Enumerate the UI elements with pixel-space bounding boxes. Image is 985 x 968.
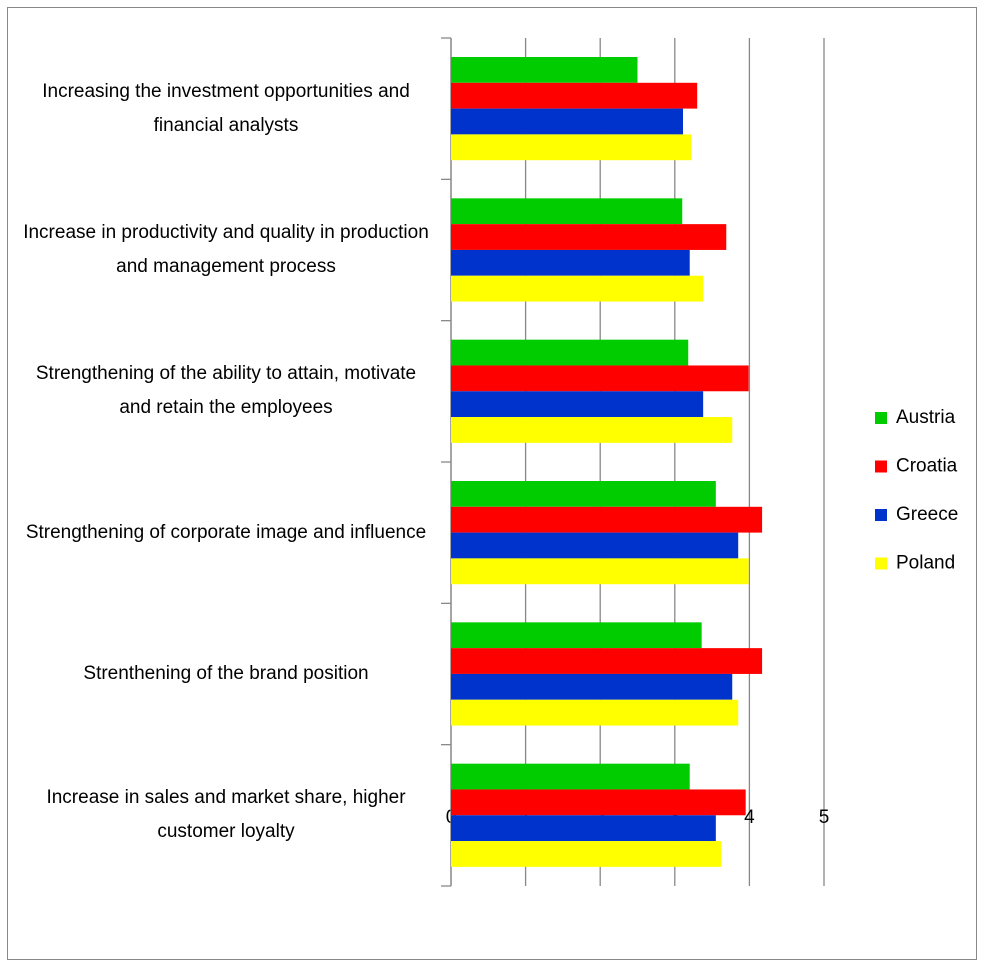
bar: [451, 506, 763, 533]
y-tick-label: Strengthening of corporate image and inf…: [25, 521, 427, 543]
y-tick-label: Strengthening of the ability to attain, …: [35, 363, 417, 419]
bar: [451, 558, 749, 585]
y-tick-label: Increase in productivity and quality in …: [23, 221, 429, 277]
legend-swatch: [875, 557, 887, 570]
bar: [451, 198, 683, 225]
bar: [451, 699, 739, 726]
bar: [451, 789, 746, 816]
bar: [451, 275, 704, 302]
legend-swatch: [875, 509, 887, 521]
bar: [451, 108, 684, 135]
legend-label: Croatia: [896, 456, 958, 477]
y-tick-label: Increase in sales and market share, high…: [46, 787, 406, 843]
bar: [451, 82, 698, 109]
bar: [451, 224, 727, 250]
legend-label: Poland: [896, 553, 955, 574]
legend-swatch: [875, 460, 887, 473]
bar: [451, 339, 689, 366]
bar: [451, 391, 704, 418]
y-tick-label: Increasing the investment opportunities …: [42, 80, 410, 136]
bar: [451, 648, 763, 674]
bar: [451, 481, 716, 507]
legend-label: Austria: [896, 407, 956, 428]
bar: [451, 134, 692, 161]
bar: [451, 249, 690, 276]
x-tick-label: 4: [744, 807, 755, 828]
bar: [451, 622, 702, 649]
bar: [451, 417, 733, 443]
bar: [451, 57, 638, 83]
legend-label: Greece: [896, 504, 958, 525]
y-tick-label: Strenthening of the brand position: [83, 662, 369, 684]
bar: [451, 532, 739, 559]
bar: [451, 365, 749, 392]
bar: [451, 815, 716, 842]
legend-swatch: [875, 412, 887, 424]
x-tick-label: 5: [819, 807, 830, 828]
bar: [451, 673, 733, 700]
bar: [451, 841, 722, 867]
bar: [451, 763, 690, 790]
